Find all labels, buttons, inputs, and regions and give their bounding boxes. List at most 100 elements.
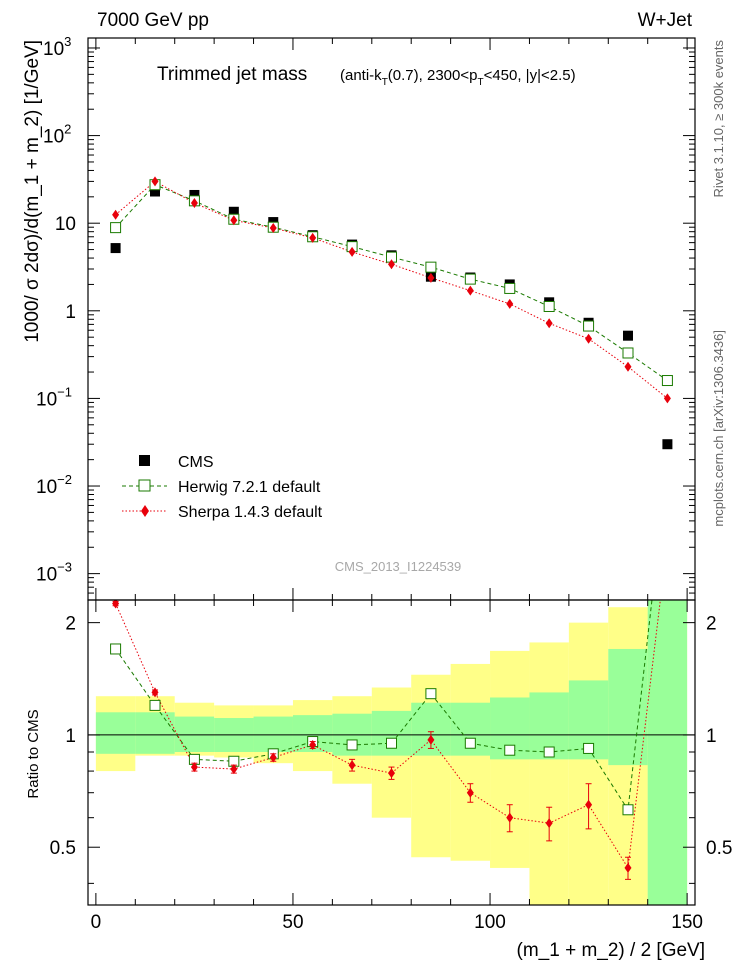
legend: CMS Herwig 7.2.1 default Sherpa 1.4.3 de… bbox=[122, 454, 323, 521]
main-plot-area bbox=[110, 176, 673, 450]
x-tick-label: 0 bbox=[91, 912, 102, 933]
legend-marker-cms bbox=[139, 455, 150, 466]
ratio-y-tick-label: 2 bbox=[65, 614, 76, 635]
uncertainty-band-outer bbox=[490, 650, 530, 868]
uncertainty-band-inner bbox=[174, 716, 215, 752]
sherpa-ratio-point bbox=[309, 739, 317, 750]
main-y-tick-label: 10−2 bbox=[36, 472, 72, 498]
sherpa-point bbox=[151, 176, 159, 187]
herwig-point bbox=[622, 347, 634, 359]
sherpa-point bbox=[663, 393, 671, 404]
sherpa-point bbox=[388, 259, 395, 270]
herwig-ratio-point bbox=[622, 804, 634, 816]
cms-point bbox=[228, 206, 239, 217]
uncertainty-band-outer bbox=[411, 674, 451, 858]
sherpa-ratio-point bbox=[624, 862, 632, 873]
uncertainty-band-outer bbox=[529, 642, 569, 905]
ratio-y-axis-label: Ratio to CMS bbox=[25, 709, 42, 798]
sherpa-point bbox=[506, 298, 514, 309]
main-y-tick-label: 10−3 bbox=[36, 560, 72, 586]
legend-label-sherpa: Sherpa 1.4.3 default bbox=[178, 504, 323, 521]
legend-label-cms: CMS bbox=[178, 454, 214, 471]
sherpa-ratio-point bbox=[466, 787, 474, 798]
uncertainty-band-inner bbox=[371, 710, 412, 756]
process-label: 7000 GeV pp bbox=[97, 10, 209, 31]
cms-point bbox=[662, 439, 673, 450]
sherpa-ratio-point bbox=[585, 799, 593, 810]
sherpa-point bbox=[545, 318, 553, 329]
uncertainty-band-inner bbox=[95, 712, 136, 754]
ratio-plot-area bbox=[88, 600, 695, 905]
herwig-ratio-point bbox=[386, 737, 397, 749]
herwig-ratio-point bbox=[583, 742, 595, 754]
x-tick-label: 150 bbox=[671, 912, 703, 933]
ratio-series-group bbox=[110, 600, 661, 880]
sherpa-ratio-point bbox=[190, 762, 198, 773]
ratio-y-tick-label-right: 0.5 bbox=[706, 838, 732, 859]
sherpa-ratio-point bbox=[151, 687, 159, 698]
sherpa-point bbox=[466, 285, 474, 296]
herwig-line bbox=[115, 184, 668, 381]
herwig-point bbox=[464, 273, 476, 285]
sherpa-ratio-point bbox=[230, 764, 238, 775]
sherpa-ratio-point bbox=[506, 812, 514, 823]
sherpa-ratio-point bbox=[545, 818, 553, 829]
main-y-tick-label: 1 bbox=[65, 302, 76, 323]
sherpa-point bbox=[427, 272, 435, 283]
main-y-tick-label: 10−1 bbox=[36, 384, 72, 410]
main-y-tick-label: 102 bbox=[43, 122, 71, 148]
legend-marker-herwig bbox=[138, 479, 151, 492]
legend-marker-sherpa bbox=[141, 505, 149, 517]
herwig-point bbox=[543, 300, 555, 312]
herwig-ratio-line bbox=[115, 600, 653, 812]
plot-subtitle: (anti-kT(0.7), 2300<pT<450, |y|<2.5) bbox=[340, 67, 576, 88]
herwig-ratio-point bbox=[425, 688, 437, 700]
sherpa-ratio-point bbox=[388, 768, 395, 779]
cms-point bbox=[189, 189, 200, 200]
main-y-axis-label: 1000/ σ 2dσ)/d(m_1 + m_2) [1/GeV] bbox=[22, 40, 43, 343]
sherpa-point bbox=[309, 232, 317, 243]
herwig-point bbox=[110, 222, 122, 234]
main-y-tick-label: 10 bbox=[55, 214, 76, 235]
mcplots-label: mcplots.cern.ch [arXiv:1306.3436] bbox=[711, 330, 726, 527]
main-y-tick-label: 103 bbox=[43, 34, 71, 60]
sherpa-line bbox=[115, 180, 668, 399]
herwig-point bbox=[425, 261, 437, 273]
sherpa-ratio-point bbox=[348, 760, 356, 771]
uncertainty-band-outer bbox=[568, 622, 609, 905]
sherpa-point bbox=[348, 246, 356, 257]
sherpa-ratio-point bbox=[269, 752, 277, 763]
ratio-y-tick-label-right: 2 bbox=[706, 614, 717, 635]
x-axis-label: (m_1 + m_2) / 2 [GeV] bbox=[517, 940, 706, 961]
ratio-axes: 0.5 0.5 1 1 2 2 0 50 100 150 bbox=[50, 600, 732, 933]
sherpa-point bbox=[269, 223, 277, 234]
ratio-y-tick-label: 0.5 bbox=[50, 838, 76, 859]
sherpa-point bbox=[585, 333, 593, 344]
rivet-version-label: Rivet 3.1.10, ≥ 300k events bbox=[711, 40, 726, 198]
x-tick-label: 100 bbox=[474, 912, 506, 933]
cms-point bbox=[110, 243, 121, 254]
uncertainty-band-inner bbox=[647, 600, 688, 905]
analysis-label: W+Jet bbox=[638, 10, 693, 31]
uncertainty-band-inner bbox=[135, 712, 175, 754]
cms-point bbox=[622, 330, 633, 341]
uncertainty-band-inner bbox=[608, 648, 648, 766]
cms-point bbox=[150, 186, 161, 197]
sherpa-point bbox=[230, 215, 238, 226]
ratio-panel: 0.5 0.5 1 1 2 2 0 50 100 150 Ratio to CMS (m_1 + … bbox=[25, 599, 732, 961]
herwig-ratio-point bbox=[346, 739, 358, 751]
herwig-ratio-point bbox=[504, 744, 516, 756]
uncertainty-band-outer bbox=[450, 663, 491, 861]
sherpa-point bbox=[190, 198, 198, 209]
ratio-y-tick-label: 1 bbox=[65, 726, 76, 747]
herwig-point bbox=[504, 282, 516, 294]
ratio-frame bbox=[87, 599, 696, 906]
herwig-point bbox=[583, 320, 595, 332]
plot-title: Trimmed jet mass bbox=[157, 64, 307, 85]
uncertainty-band-inner bbox=[253, 716, 293, 752]
legend-label-herwig: Herwig 7.2.1 default bbox=[178, 479, 321, 496]
sherpa-point bbox=[112, 209, 120, 220]
